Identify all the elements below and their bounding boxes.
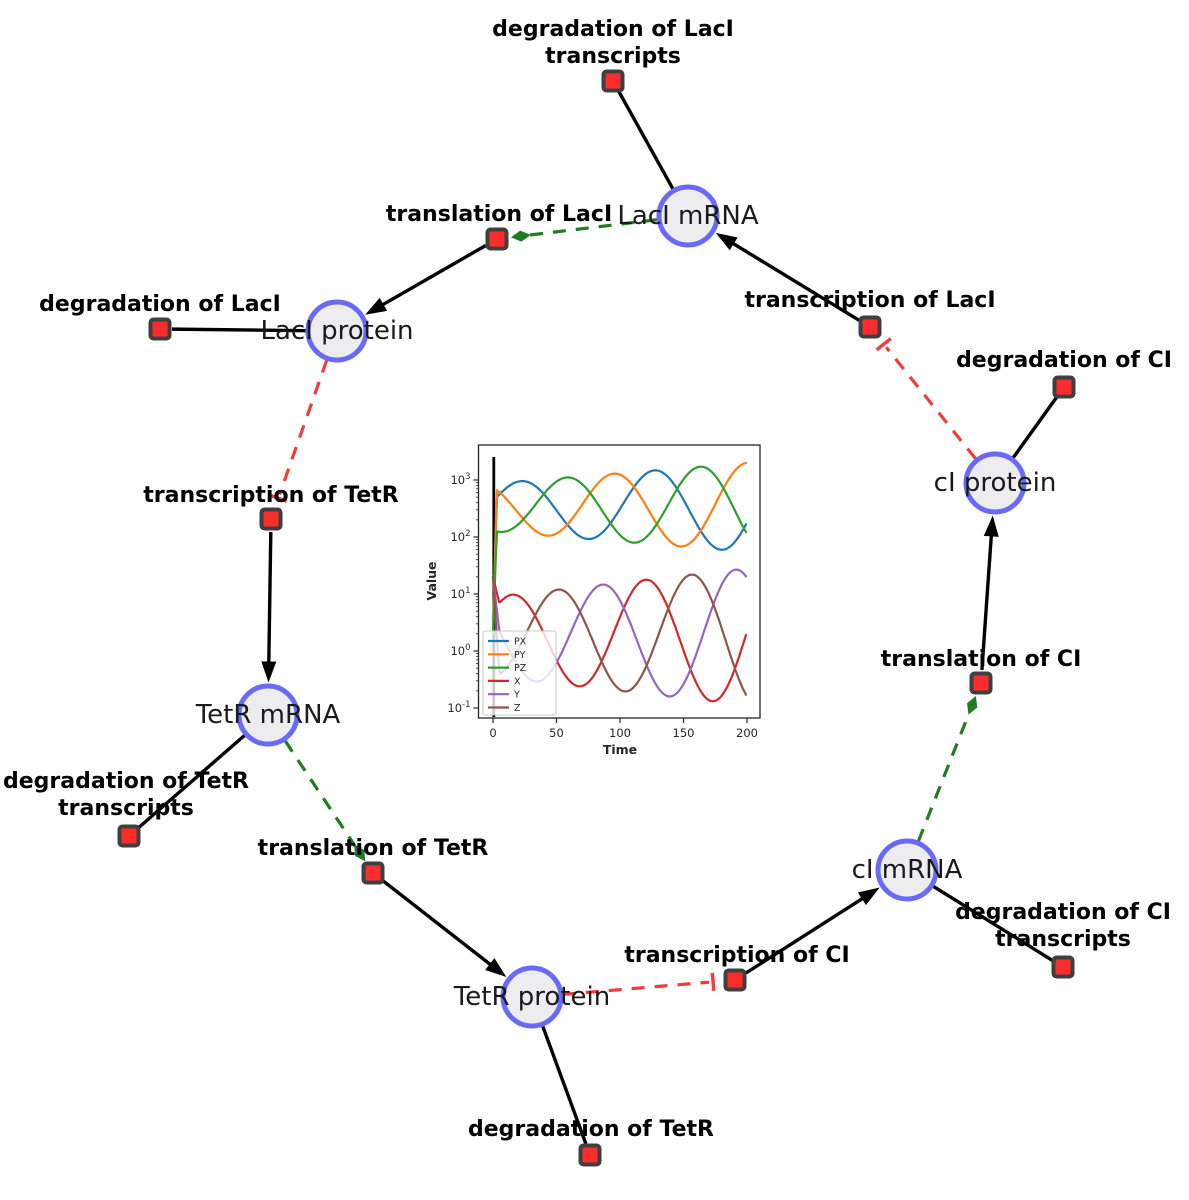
legend-label-PZ: PZ <box>514 663 527 674</box>
species-node-laci-mrna[interactable] <box>656 184 720 248</box>
chart-y-tick-label: 102 <box>450 529 470 544</box>
edge-ci-protein-to-transcription-laci <box>885 346 977 460</box>
edge-translation-ci-to-ci-protein <box>980 528 994 671</box>
reaction-label-translation-tetr: translation of TetR <box>258 836 489 861</box>
chart-x-axis-label: Time <box>603 742 637 757</box>
reaction-label-degradation-ci-transcripts: transcripts <box>995 927 1131 952</box>
reaction-label-transcription-tetr: transcription of TetR <box>143 483 399 508</box>
chart-y-tick-label: 103 <box>450 472 470 487</box>
reaction-node-transcription-ci[interactable] <box>723 968 747 992</box>
species-label-ci-protein: cI protein <box>934 468 1057 498</box>
chart-y-tick-label: 101 <box>450 586 470 601</box>
chart-x-tick-label: 100 <box>609 726 631 740</box>
edge-ci-mrna-to-translation-ci-diamond-icon <box>967 696 978 715</box>
reaction-label-degradation-ci-transcripts: degradation of CI <box>955 900 1171 925</box>
legend-label-Z: Z <box>514 703 521 714</box>
species-label-tetr-mrna: TetR mRNA <box>195 700 341 730</box>
reaction-node-translation-ci[interactable] <box>969 671 993 695</box>
chart-x-tick-label: 200 <box>736 726 758 740</box>
edge-laci-mrna-to-degradation-laci-transcripts <box>617 90 675 190</box>
edge-ci-protein-to-transcription-laci-tbar-icon <box>875 337 892 352</box>
edge-laci-protein-to-transcription-tetr <box>278 359 329 495</box>
edge-tetr-protein-to-transcription-ci <box>562 980 710 997</box>
legend-label-PX: PX <box>514 637 527 648</box>
reaction-node-degradation-laci[interactable] <box>148 317 172 341</box>
edge-transcription-laci-to-laci-mrna-arrowhead-icon <box>715 232 738 251</box>
chart-series-PX <box>491 469 748 636</box>
inset-chart: 0 50 100 150 200 10-1 100 101 102 103 Time Value PX P… <box>424 444 761 757</box>
chart-series-PY <box>491 461 748 636</box>
reaction-label-degradation-tetr-transcripts: transcripts <box>58 796 194 821</box>
species-label-laci-mrna: LacI mRNA <box>617 201 758 231</box>
reaction-label-degradation-laci-transcripts: degradation of LacI <box>492 17 734 42</box>
species-node-ci-protein[interactable] <box>963 451 1027 515</box>
legend-label-Y: Y <box>513 690 520 701</box>
edge-tetr-protein-to-degradation-tetr <box>541 1025 588 1145</box>
legend-label-PY: PY <box>514 650 526 661</box>
edge-ci-mrna-to-translation-ci <box>916 712 971 842</box>
chart-y-tick-label: 100 <box>450 643 470 658</box>
reaction-label-transcription-laci: transcription of LacI <box>744 288 995 313</box>
chart-y-tick-label: 10-1 <box>447 700 470 715</box>
species-label-tetr-protein: TetR protein <box>453 982 610 1012</box>
reaction-node-transcription-tetr[interactable] <box>259 507 283 531</box>
reaction-label-degradation-ci: degradation of CI <box>956 348 1172 373</box>
reaction-node-translation-laci[interactable] <box>485 227 509 251</box>
reaction-label-degradation-tetr-transcripts: degradation of TetR <box>3 769 249 794</box>
reaction-label-translation-ci: translation of CI <box>881 647 1082 672</box>
chart-series-Z <box>491 573 748 696</box>
edge-transcription-tetr-to-tetr-mrna <box>266 531 273 670</box>
chart-x-tick-label: 150 <box>673 726 695 740</box>
edge-transcription-ci-to-ci-mrna <box>745 893 870 975</box>
reaction-label-degradation-laci: degradation of LacI <box>39 292 281 317</box>
reaction-node-degradation-ci-transcripts[interactable] <box>1051 955 1075 979</box>
species-node-tetr-mrna[interactable] <box>236 683 300 747</box>
reaction-label-transcription-ci: transcription of CI <box>624 943 849 968</box>
chart-series-PZ <box>491 465 748 636</box>
reaction-node-translation-tetr[interactable] <box>361 861 385 885</box>
species-node-ci-mrna[interactable] <box>875 838 939 902</box>
edge-translation-tetr-to-tetr-protein-arrowhead-icon <box>485 958 507 978</box>
labels-layer: LacI mRNA LacI protein TetR mRNA TetR prote… <box>3 17 1172 1142</box>
edge-tetr-protein-to-transcription-ci-tbar-icon <box>710 972 716 991</box>
edge-translation-laci-to-laci-protein <box>375 244 487 310</box>
species-node-tetr-protein[interactable] <box>500 965 564 1029</box>
chart-y-axis-label: Value <box>424 561 439 600</box>
edge-tetr-mrna-to-degradation-tetr-transcripts <box>136 734 246 830</box>
reaction-label-degradation-tetr: degradation of TetR <box>468 1117 714 1142</box>
reaction-node-transcription-laci[interactable] <box>858 315 882 339</box>
species-label-laci-protein: LacI protein <box>260 316 413 346</box>
edge-transcription-ci-to-ci-mrna-arrowhead-icon <box>857 887 880 906</box>
reaction-node-degradation-ci[interactable] <box>1052 375 1076 399</box>
reaction-label-degradation-laci-transcripts: transcripts <box>545 44 681 69</box>
species-label-ci-mrna: cI mRNA <box>852 855 963 885</box>
chart-x-tick-label: 50 <box>549 726 564 740</box>
edges-layer <box>136 90 1059 1145</box>
reaction-node-degradation-laci-transcripts[interactable] <box>601 69 625 93</box>
edge-tetr-mrna-to-translation-tetr-diamond-icon <box>354 844 366 862</box>
edge-laci-mrna-to-translation-laci-diamond-icon <box>510 230 531 242</box>
legend-label-X: X <box>514 676 521 687</box>
edge-transcription-laci-to-laci-mrna <box>725 238 860 322</box>
edge-ci-protein-to-degradation-ci <box>1011 395 1059 459</box>
species-node-laci-protein[interactable] <box>305 299 369 363</box>
reaction-label-translation-laci: translation of LacI <box>386 202 612 227</box>
reaction-node-degradation-tetr-transcripts[interactable] <box>117 824 141 848</box>
edge-ci-mrna-to-degradation-ci-transcripts <box>932 884 1054 963</box>
edge-translation-laci-to-laci-protein-arrowhead-icon <box>365 297 388 315</box>
edge-transcription-tetr-to-tetr-mrna-arrowhead-icon <box>261 661 277 683</box>
edge-laci-protein-to-degradation-laci <box>171 327 307 333</box>
edge-translation-ci-to-ci-protein-arrowhead-icon <box>983 515 999 537</box>
nodes-layer <box>117 69 1076 1167</box>
reaction-node-degradation-tetr[interactable] <box>578 1143 602 1167</box>
edge-laci-protein-to-transcription-tetr-tbar-icon <box>269 493 288 503</box>
edge-tetr-mrna-to-translation-tetr <box>283 739 357 848</box>
edge-translation-tetr-to-tetr-protein <box>382 879 498 971</box>
chart-x-tick-label: 0 <box>489 726 496 740</box>
